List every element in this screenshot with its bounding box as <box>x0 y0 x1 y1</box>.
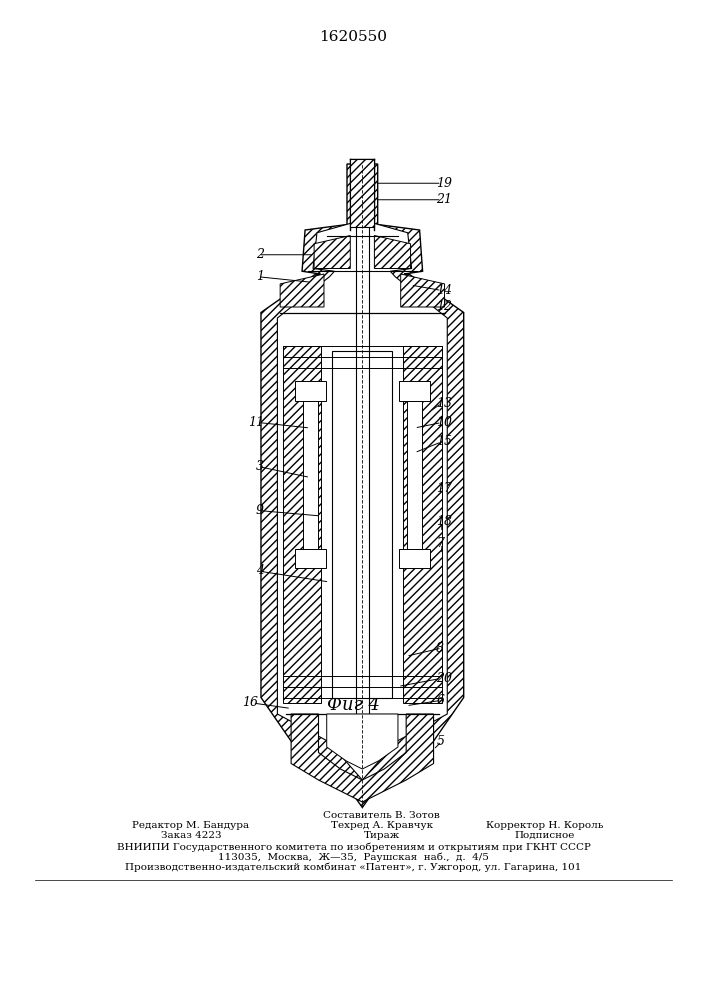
Polygon shape <box>399 381 430 400</box>
Text: 9: 9 <box>256 504 264 517</box>
Text: 15: 15 <box>436 435 452 448</box>
Text: 12: 12 <box>436 300 452 314</box>
Text: 2: 2 <box>256 248 264 261</box>
Text: 113035,  Москва,  Ж—35,  Раушская  наб.,  д.  4/5: 113035, Москва, Ж—35, Раушская наб., д. … <box>218 852 489 862</box>
Polygon shape <box>375 235 411 268</box>
Text: 17: 17 <box>436 482 452 495</box>
Text: Фиг 4: Фиг 4 <box>327 696 380 714</box>
Text: Подписное: Подписное <box>514 830 575 840</box>
Text: Редактор М. Бандура: Редактор М. Бандура <box>132 820 250 830</box>
Text: 20: 20 <box>436 672 452 685</box>
Text: ВНИИПИ Государственного комитета по изобретениям и открытиям при ГКНТ СССР: ВНИИПИ Государственного комитета по изоб… <box>117 842 590 852</box>
Polygon shape <box>280 274 324 307</box>
Text: 19: 19 <box>436 177 452 190</box>
Polygon shape <box>291 714 433 802</box>
Text: 16: 16 <box>243 696 258 710</box>
Polygon shape <box>401 274 445 307</box>
Polygon shape <box>303 400 318 549</box>
Text: 8: 8 <box>436 642 444 654</box>
Text: 11: 11 <box>247 416 264 429</box>
Polygon shape <box>404 346 442 703</box>
Text: Составитель В. Зотов: Составитель В. Зотов <box>323 810 440 820</box>
Polygon shape <box>295 381 326 400</box>
Text: 10: 10 <box>436 416 452 429</box>
Text: 3: 3 <box>256 460 264 473</box>
Polygon shape <box>261 164 464 808</box>
Text: 1: 1 <box>256 270 264 283</box>
Polygon shape <box>314 235 350 268</box>
Text: 1620550: 1620550 <box>320 30 387 44</box>
Text: Тираж: Тираж <box>363 830 400 840</box>
Text: Заказ 4223: Заказ 4223 <box>160 830 221 840</box>
Text: 13: 13 <box>436 397 452 410</box>
Polygon shape <box>327 714 398 769</box>
Polygon shape <box>407 400 422 549</box>
Polygon shape <box>332 351 392 698</box>
Text: 18: 18 <box>436 515 452 528</box>
Polygon shape <box>399 549 430 568</box>
Text: 4: 4 <box>256 564 264 578</box>
Polygon shape <box>350 158 375 227</box>
Text: 5: 5 <box>436 735 444 748</box>
Text: 14: 14 <box>436 284 452 297</box>
Text: 7: 7 <box>436 537 444 550</box>
Polygon shape <box>295 549 326 568</box>
Text: 6: 6 <box>436 694 444 707</box>
Text: 21: 21 <box>436 193 452 206</box>
Text: Техред А. Кравчук: Техред А. Кравчук <box>331 820 433 830</box>
Text: Производственно-издательский комбинат «Патент», г. Ужгород, ул. Гагарина, 101: Производственно-издательский комбинат «П… <box>125 862 582 872</box>
Polygon shape <box>283 346 321 703</box>
Polygon shape <box>277 223 448 780</box>
Text: Корректор Н. Король: Корректор Н. Король <box>486 820 603 830</box>
